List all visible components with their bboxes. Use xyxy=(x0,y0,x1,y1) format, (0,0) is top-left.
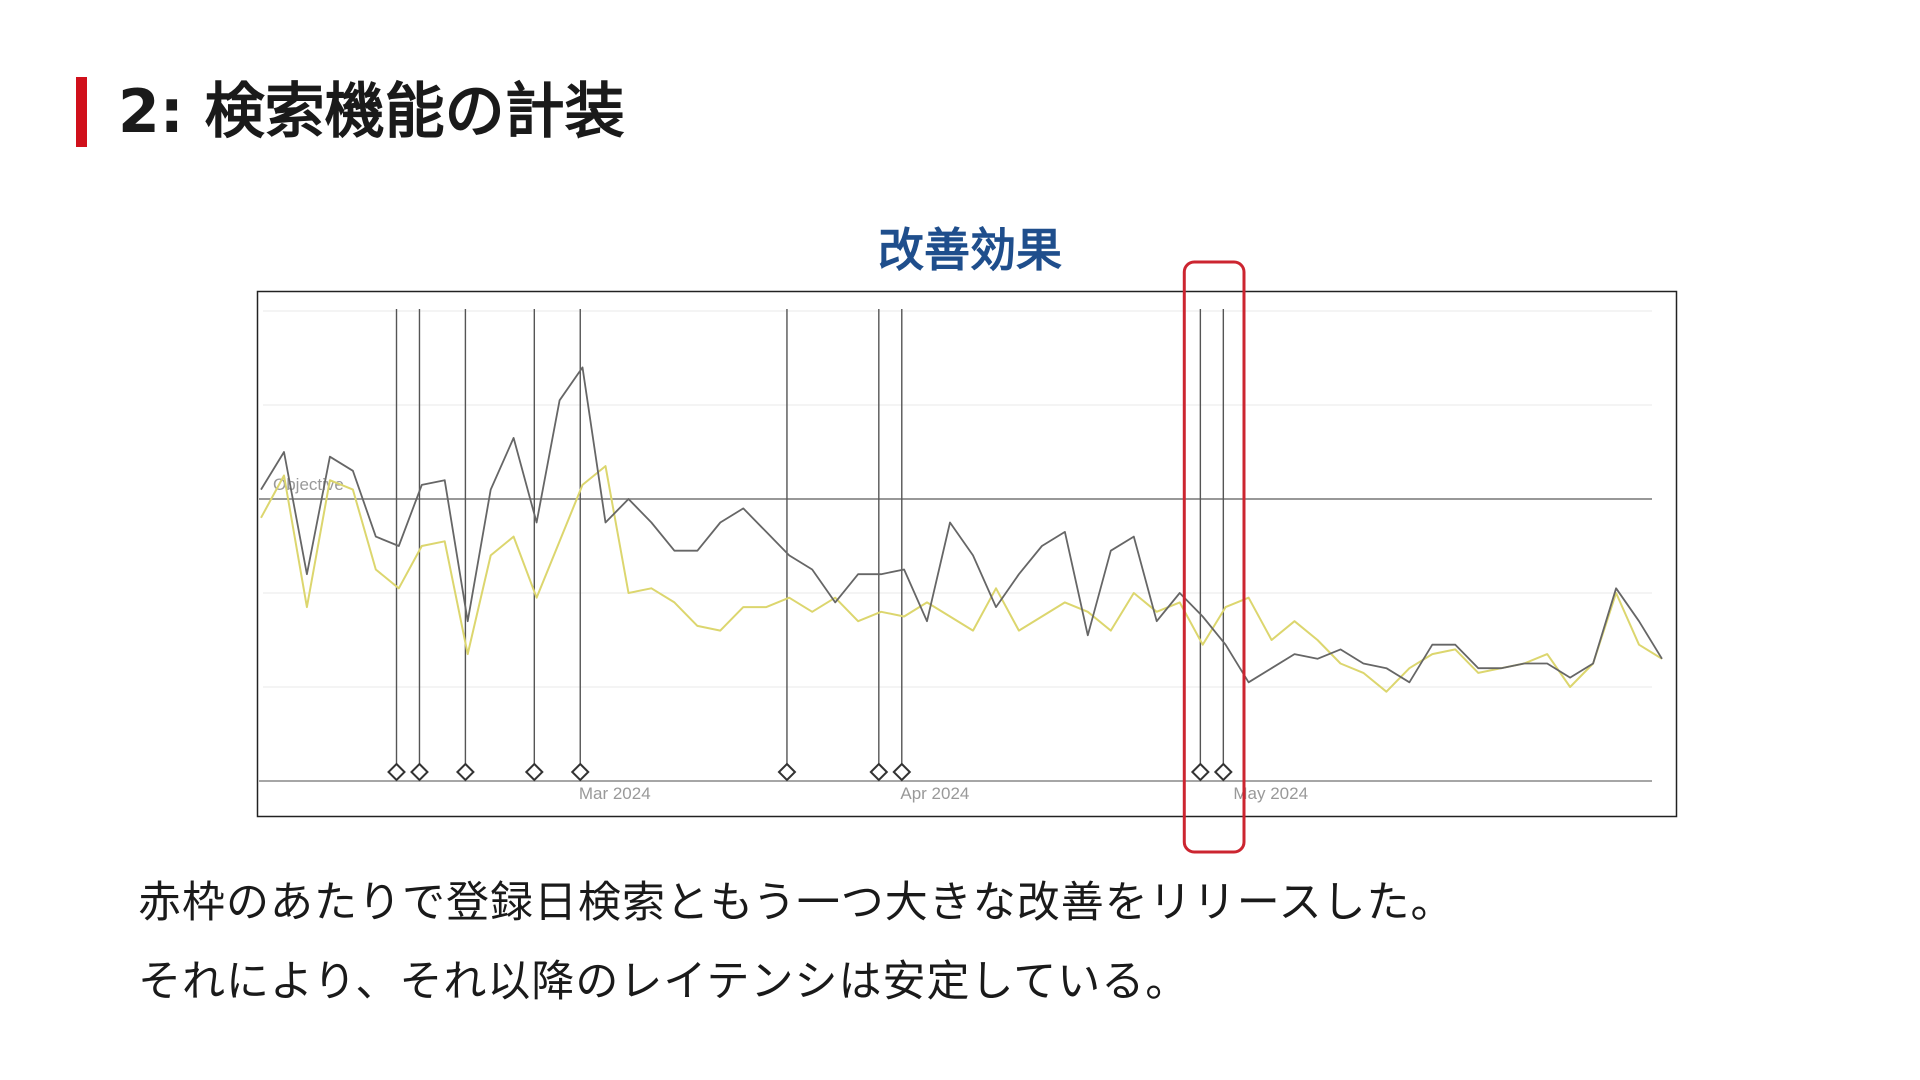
x-tick-label: Mar 2024 xyxy=(579,784,651,803)
title-accent-bar xyxy=(76,77,87,147)
x-tick-label: May 2024 xyxy=(1233,784,1308,803)
annotation-marker-icon xyxy=(410,762,429,782)
body-text-line-2: それにより、それ以降のレイテンシは安定している。 xyxy=(138,957,1190,1007)
chart-title: 改善効果 xyxy=(878,223,1062,277)
annotation-marker-icon xyxy=(524,762,544,782)
annotation-marker-icon xyxy=(387,762,406,782)
annotation-marker-icon xyxy=(455,762,475,782)
series-line-yellow xyxy=(260,465,1663,693)
annotation-marker-icon xyxy=(869,762,889,782)
series-line-gray xyxy=(260,366,1663,684)
body-text-line-1: 赤枠のあたりで登録日検索ともう一つ大きな改善をリリースした。 xyxy=(138,878,1455,928)
chart-frame xyxy=(256,290,1678,818)
slide-title: 2: 検索機能の計装 xyxy=(118,77,625,147)
annotation-marker-icon xyxy=(777,762,797,782)
annotation-marker-icon xyxy=(892,762,912,782)
highlight-box xyxy=(1182,260,1246,854)
x-tick-label: Apr 2024 xyxy=(900,784,969,803)
annotation-marker-icon xyxy=(1213,762,1233,782)
annotation-marker-icon xyxy=(1190,762,1210,782)
annotation-marker-icon xyxy=(570,762,590,782)
